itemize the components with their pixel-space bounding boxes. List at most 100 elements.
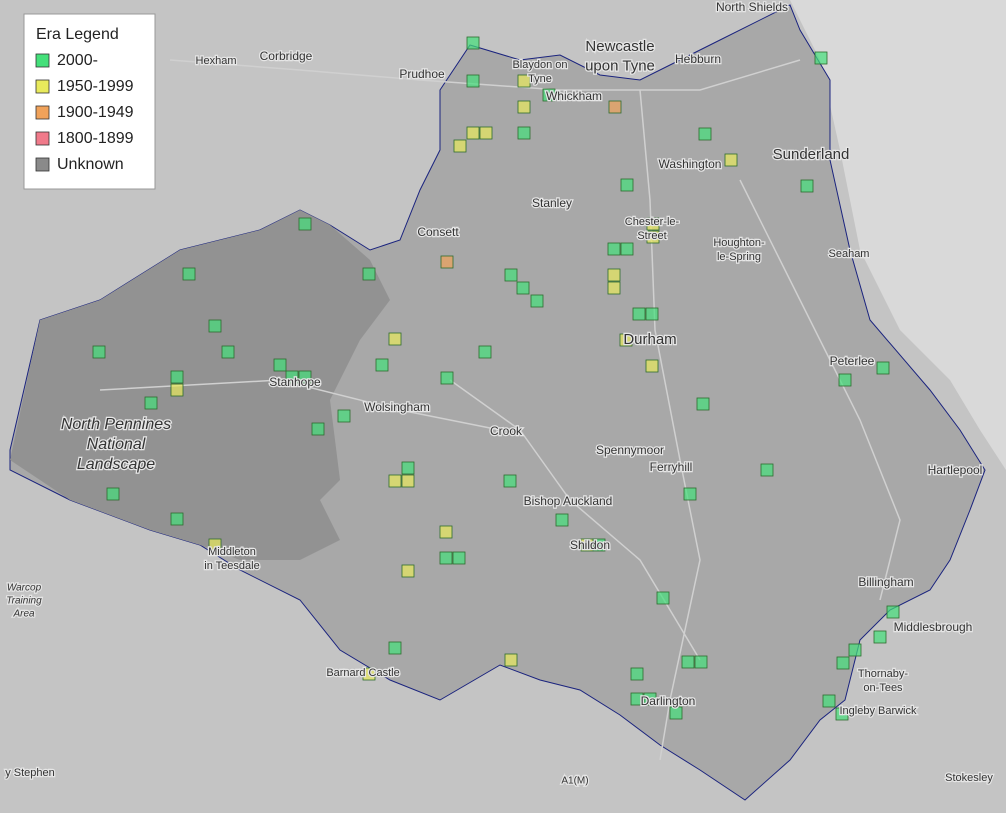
site-marker bbox=[724, 153, 738, 167]
legend-swatch bbox=[35, 131, 50, 146]
site-marker bbox=[440, 255, 454, 269]
legend-swatch bbox=[35, 105, 50, 120]
site-marker bbox=[401, 564, 415, 578]
site-marker bbox=[580, 538, 594, 552]
site-marker bbox=[698, 127, 712, 141]
legend-label: Unknown bbox=[57, 156, 124, 173]
legend-swatch bbox=[35, 53, 50, 68]
site-marker bbox=[517, 126, 531, 140]
site-marker bbox=[555, 513, 569, 527]
place-label: Crook bbox=[490, 424, 523, 438]
site-marker bbox=[337, 409, 351, 423]
place-label: Billingham bbox=[858, 575, 913, 589]
site-marker bbox=[517, 74, 531, 88]
place-label: Consett bbox=[417, 225, 459, 239]
place-label: Durham bbox=[623, 331, 676, 348]
place-label: upon Tyne bbox=[585, 57, 655, 74]
place-label: Area bbox=[12, 609, 35, 620]
site-marker bbox=[170, 383, 184, 397]
site-marker bbox=[608, 100, 622, 114]
place-label: A1(M) bbox=[561, 776, 588, 787]
place-labels: North Shields Newcastle upon Tyne Hebburn He… bbox=[4, 0, 995, 788]
place-label: Middlesbrough bbox=[894, 620, 973, 634]
site-marker bbox=[273, 358, 287, 372]
site-marker bbox=[452, 551, 466, 565]
place-label: Warcop bbox=[7, 583, 42, 594]
site-marker bbox=[620, 242, 634, 256]
place-label: Bishop Auckland bbox=[524, 494, 613, 508]
site-marker bbox=[362, 667, 376, 681]
site-marker bbox=[643, 692, 657, 706]
sea bbox=[790, 0, 1006, 470]
road bbox=[639, 89, 701, 761]
place-label: Stanhope bbox=[269, 375, 321, 389]
site-marker bbox=[504, 653, 518, 667]
place-label: Landscape bbox=[77, 456, 155, 473]
site-marker bbox=[645, 359, 659, 373]
site-marker bbox=[620, 178, 634, 192]
legend: Era Legend 2000- 1950-1999 1900-1949 1800-1… bbox=[23, 13, 156, 190]
place-label: Houghton- bbox=[713, 237, 765, 249]
site-marker bbox=[504, 268, 518, 282]
site-marker bbox=[401, 461, 415, 475]
site-marker bbox=[106, 487, 120, 501]
site-marker bbox=[503, 474, 517, 488]
legend-title: Era Legend bbox=[36, 26, 119, 43]
road bbox=[739, 179, 901, 601]
site-marker bbox=[873, 630, 887, 644]
place-label: Prudhoe bbox=[399, 67, 445, 81]
site-marker bbox=[439, 525, 453, 539]
site-marker bbox=[298, 217, 312, 231]
place-label: Tyne bbox=[528, 73, 552, 85]
site-marker bbox=[182, 267, 196, 281]
legend-label: 2000- bbox=[57, 52, 98, 69]
site-marker bbox=[285, 370, 299, 384]
site-marker bbox=[800, 179, 814, 193]
place-label: Spennymoor bbox=[596, 443, 664, 457]
place-label: Corbridge bbox=[260, 49, 313, 63]
place-label: Street bbox=[637, 230, 666, 242]
site-marker bbox=[466, 74, 480, 88]
site-marker bbox=[453, 139, 467, 153]
place-label: Ferryhill bbox=[650, 460, 693, 474]
place-label: North Pennines bbox=[61, 416, 171, 433]
site-marker bbox=[479, 126, 493, 140]
site-marker bbox=[375, 358, 389, 372]
place-label: National bbox=[87, 436, 146, 453]
site-marker bbox=[298, 370, 312, 384]
site-marker bbox=[656, 591, 670, 605]
place-label: on-Tees bbox=[863, 682, 903, 694]
site-marker bbox=[694, 655, 708, 669]
site-marker bbox=[683, 487, 697, 501]
site-marker bbox=[144, 396, 158, 410]
site-marker bbox=[822, 694, 836, 708]
site-marker bbox=[311, 422, 325, 436]
place-label: Chester-le- bbox=[625, 216, 680, 228]
site-marker bbox=[619, 333, 633, 347]
site-marker bbox=[607, 268, 621, 282]
site-marker bbox=[848, 643, 862, 657]
place-label: le-Spring bbox=[717, 251, 761, 263]
place-label: Ingleby Barwick bbox=[839, 705, 917, 717]
place-label: Darlington bbox=[641, 694, 696, 708]
site-marker bbox=[886, 605, 900, 619]
site-marker bbox=[632, 307, 646, 321]
road bbox=[99, 379, 501, 431]
place-label: Barnard Castle bbox=[326, 667, 399, 679]
place-label: Sunderland bbox=[773, 146, 850, 163]
site-marker bbox=[388, 641, 402, 655]
place-label: y Stephen bbox=[5, 767, 55, 779]
legend-swatch bbox=[35, 157, 50, 172]
site-marker bbox=[542, 88, 556, 102]
legend-label: 1950-1999 bbox=[57, 78, 134, 95]
site-marker bbox=[170, 512, 184, 526]
legend-label: 1900-1949 bbox=[57, 104, 134, 121]
site-marker bbox=[835, 707, 849, 721]
site-marker bbox=[836, 656, 850, 670]
site-marker bbox=[645, 307, 659, 321]
site-marker bbox=[466, 36, 480, 50]
site-marker bbox=[814, 51, 828, 65]
site-marker bbox=[362, 267, 376, 281]
place-label: Washington bbox=[659, 157, 722, 171]
